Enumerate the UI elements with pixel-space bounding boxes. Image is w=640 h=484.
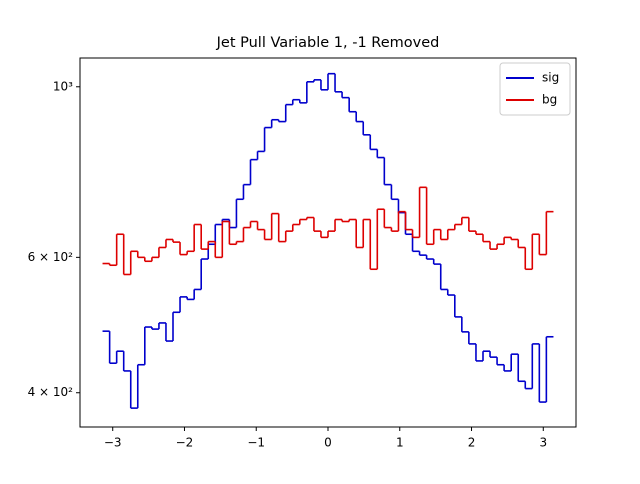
x-tick-label: −2 (176, 436, 194, 450)
y-tick-label: 10³ (53, 79, 73, 93)
y-tick-label: 6 × 10² (28, 250, 74, 264)
chart-title: Jet Pull Variable 1, -1 Removed (216, 35, 440, 51)
y-tick-label: 4 × 10² (28, 385, 74, 399)
x-tick-label: −3 (104, 436, 122, 450)
legend-box (499, 62, 571, 116)
legend-label: bg (542, 93, 557, 107)
x-tick-label: −1 (247, 436, 265, 450)
plot-area (102, 72, 554, 409)
legend-label: sig (542, 71, 559, 85)
x-tick-label: 1 (396, 436, 404, 450)
x-tick-label: 0 (324, 436, 332, 450)
x-tick-label: 3 (539, 436, 547, 450)
x-tick-label: 2 (468, 436, 476, 450)
plot-frame (79, 57, 577, 428)
